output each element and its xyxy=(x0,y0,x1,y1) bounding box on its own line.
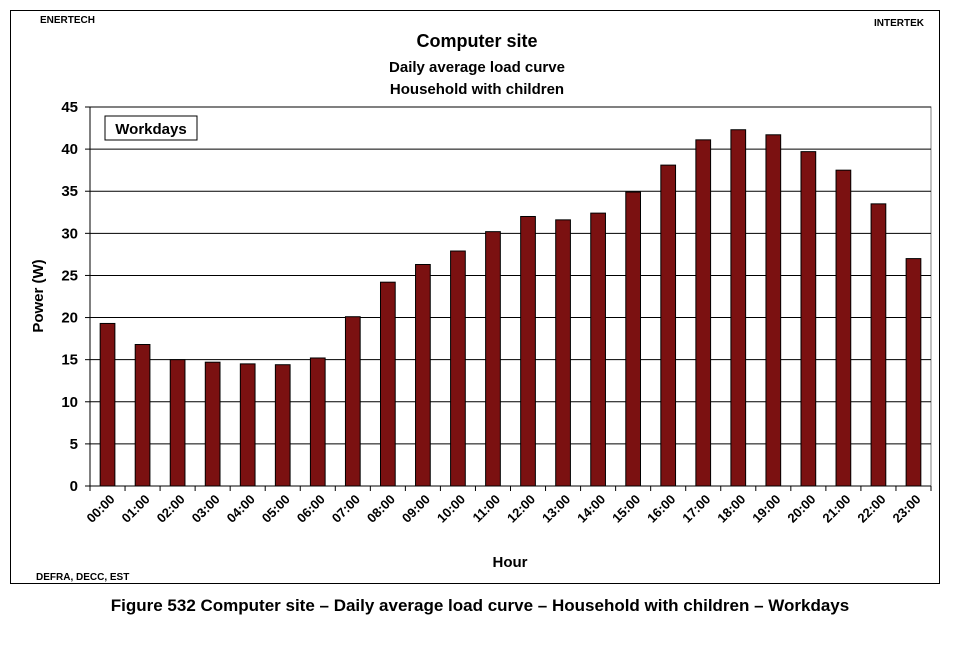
y-tick-label: 0 xyxy=(70,478,78,495)
plot-area xyxy=(89,106,932,487)
x-tick-label: 20:00 xyxy=(784,492,818,526)
bar xyxy=(520,215,536,487)
x-tick-label: 04:00 xyxy=(224,492,258,526)
bar xyxy=(800,151,817,487)
x-tick-label: 16:00 xyxy=(644,492,678,526)
bar xyxy=(379,281,396,487)
bar xyxy=(344,316,361,487)
x-tick-label: 07:00 xyxy=(329,492,363,526)
legend-box xyxy=(104,115,198,141)
bar xyxy=(660,164,677,487)
bar xyxy=(274,364,291,487)
bar xyxy=(765,134,782,487)
x-tick-label: 23:00 xyxy=(889,492,923,526)
x-tick-label: 03:00 xyxy=(189,492,223,526)
bar xyxy=(485,231,501,487)
y-tick-label: 30 xyxy=(61,225,78,242)
x-tick-label: 18:00 xyxy=(714,492,748,526)
y-tick-label: 5 xyxy=(70,436,78,453)
y-tick-label: 40 xyxy=(61,141,78,158)
chart-subtitle-1: Daily average load curve xyxy=(389,59,565,76)
x-tick-label: 19:00 xyxy=(749,492,783,526)
x-tick-label: 01:00 xyxy=(119,492,153,526)
bar xyxy=(415,263,431,487)
chart-title: Computer site xyxy=(416,31,537,51)
x-tick-label: 08:00 xyxy=(364,492,398,526)
bar xyxy=(905,258,922,487)
y-tick-label: 35 xyxy=(61,183,78,200)
bar xyxy=(239,363,256,487)
y-axis-label: Power (W) xyxy=(30,259,47,332)
bar xyxy=(169,359,186,487)
header-right-label: INTERTEK xyxy=(874,18,924,29)
bar xyxy=(590,212,606,487)
bar xyxy=(99,322,116,487)
x-tick-label: 11:00 xyxy=(469,492,503,526)
x-tick-label: 14:00 xyxy=(574,492,608,526)
chart-frame xyxy=(10,10,940,584)
footer-left-label: DEFRA, DECC, EST xyxy=(36,572,130,583)
bar xyxy=(695,139,712,487)
header-left-label: ENERTECH xyxy=(40,15,96,26)
x-tick-label: 17:00 xyxy=(679,492,713,526)
x-tick-label: 22:00 xyxy=(854,492,888,526)
y-tick-label: 45 xyxy=(61,99,78,116)
x-axis-label: Hour xyxy=(493,554,528,571)
x-tick-label: 10:00 xyxy=(434,492,468,526)
y-tick-label: 25 xyxy=(61,267,78,284)
chart-subtitle-2: Household with children xyxy=(390,81,564,98)
x-tick-label: 00:00 xyxy=(84,492,118,526)
legend-label: Workdays xyxy=(115,121,186,138)
x-tick-label: 12:00 xyxy=(504,492,538,526)
y-tick-label: 20 xyxy=(61,310,78,327)
bar xyxy=(835,169,852,487)
x-tick-label: 06:00 xyxy=(294,492,328,526)
bar xyxy=(450,250,466,487)
figure-caption: Figure 532 Computer site – Daily average… xyxy=(110,596,850,615)
x-tick-label: 13:00 xyxy=(539,492,573,526)
x-tick-label: 21:00 xyxy=(819,492,853,526)
x-tick-label: 09:00 xyxy=(399,492,433,526)
y-tick-label: 10 xyxy=(61,394,78,411)
bar xyxy=(555,219,571,487)
x-tick-label: 02:00 xyxy=(154,492,188,526)
bar xyxy=(134,344,151,487)
bar xyxy=(204,361,221,487)
x-tick-label: 15:00 xyxy=(609,492,643,526)
bar xyxy=(625,191,642,487)
bar xyxy=(309,357,326,487)
gridlines xyxy=(90,106,931,445)
bars xyxy=(99,129,922,487)
y-tick-label: 15 xyxy=(61,352,78,369)
bar xyxy=(730,129,747,487)
bar xyxy=(870,203,887,487)
x-tick-label: 05:00 xyxy=(259,492,293,526)
